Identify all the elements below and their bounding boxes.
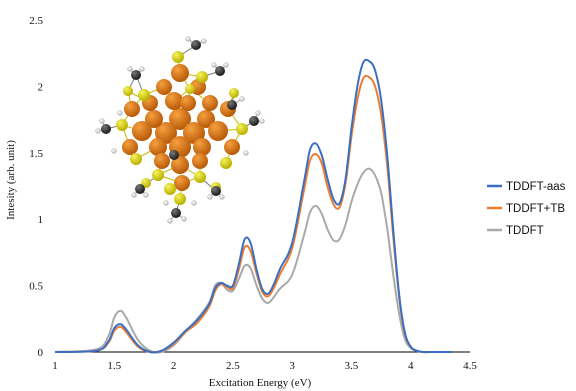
series-lines (54, 58, 453, 354)
plot-area: 0 0.5 1 1.5 2 2.5 1 1.5 2 2.5 3 3.5 4 4.5 (29, 15, 477, 372)
legend: TDDFT-aas TDDFT+TB TDDFT (487, 181, 566, 237)
x-axis-ticks: 1 1.5 2 2.5 3 3.5 4 4.5 (52, 360, 477, 372)
x-tick-label: 3.5 (345, 360, 359, 372)
x-tick-label: 4.5 (463, 360, 477, 372)
x-tick-label: 3 (289, 360, 295, 372)
y-tick-label: 0 (38, 347, 44, 359)
y-tick-label: 1 (38, 214, 44, 226)
y-tick-label: 0.5 (29, 281, 43, 293)
x-axis-title: Excitation Energy (eV) (209, 377, 312, 389)
legend-label: TDDFT+TB (506, 203, 565, 215)
y-tick-label: 2.5 (29, 15, 43, 27)
x-tick-label: 1.5 (107, 360, 121, 372)
y-axis-ticks: 0 0.5 1 1.5 2 2.5 (29, 15, 43, 359)
molecule-inset-image (95, 36, 265, 224)
series-line-tddft-aas (54, 58, 453, 354)
legend-label: TDDFT-aas (506, 181, 566, 193)
y-tick-label: 1.5 (29, 148, 43, 160)
x-tick-label: 2.5 (226, 360, 240, 372)
y-axis-title: Intesity (arb. unit) (5, 140, 17, 220)
x-tick-label: 4 (408, 360, 414, 372)
x-tick-label: 1 (52, 360, 58, 372)
series-line-tddft (54, 167, 453, 354)
x-tick-label: 2 (171, 360, 177, 372)
legend-label: TDDFT (506, 225, 544, 237)
y-tick-label: 2 (38, 81, 44, 93)
